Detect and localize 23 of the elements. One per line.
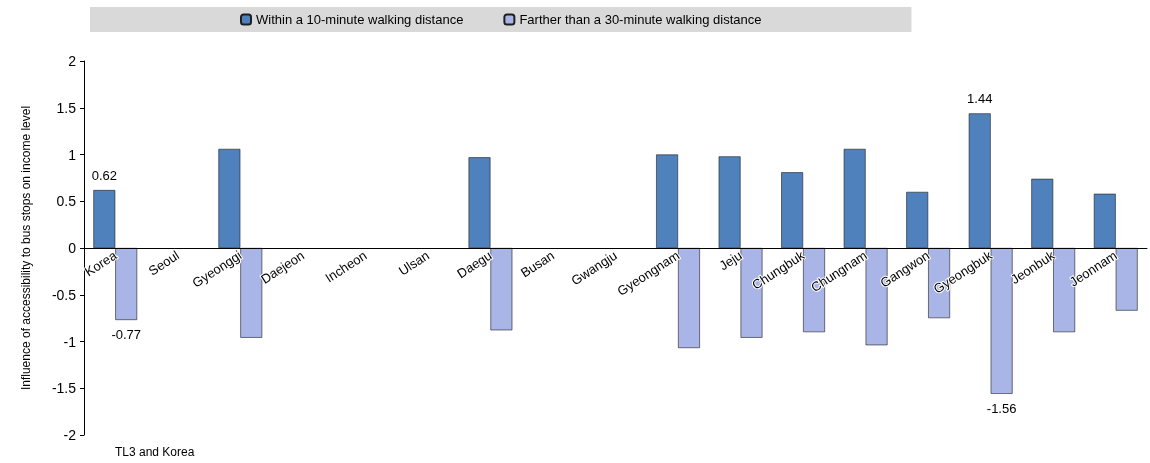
data-label: -0.77 bbox=[111, 326, 142, 342]
legend-label: Within a 10-minute walking distance bbox=[256, 12, 464, 27]
y-tick-label: 1.5 bbox=[56, 99, 77, 116]
y-tick-label: 2 bbox=[68, 53, 77, 69]
y-tick-label: -1 bbox=[63, 333, 77, 350]
bar bbox=[906, 191, 929, 248]
legend-label: Farther than a 30-minute walking distance bbox=[519, 12, 762, 27]
x-tick-label: Ulsan bbox=[395, 247, 432, 279]
y-tick-label: -2 bbox=[63, 427, 77, 443]
bar bbox=[656, 154, 679, 248]
x-axis-title: TL3 and Korea bbox=[115, 445, 195, 459]
bar bbox=[781, 172, 804, 248]
data-label: 1.44 bbox=[967, 91, 993, 107]
y-tick-label: -0.5 bbox=[51, 286, 77, 303]
y-tick-label: 0 bbox=[68, 240, 77, 256]
x-tick-label: Jeju bbox=[716, 247, 745, 274]
y-tick-label: 0.5 bbox=[56, 193, 77, 210]
data-label: 0.62 bbox=[91, 168, 117, 184]
bar bbox=[678, 248, 700, 349]
y-axis-title: Influence of accessibility to bus stops on income level bbox=[19, 105, 33, 391]
y-tick-label: 1 bbox=[68, 146, 77, 163]
y-tick-label: -1.5 bbox=[51, 380, 77, 397]
data-label: -1.56 bbox=[986, 400, 1017, 416]
